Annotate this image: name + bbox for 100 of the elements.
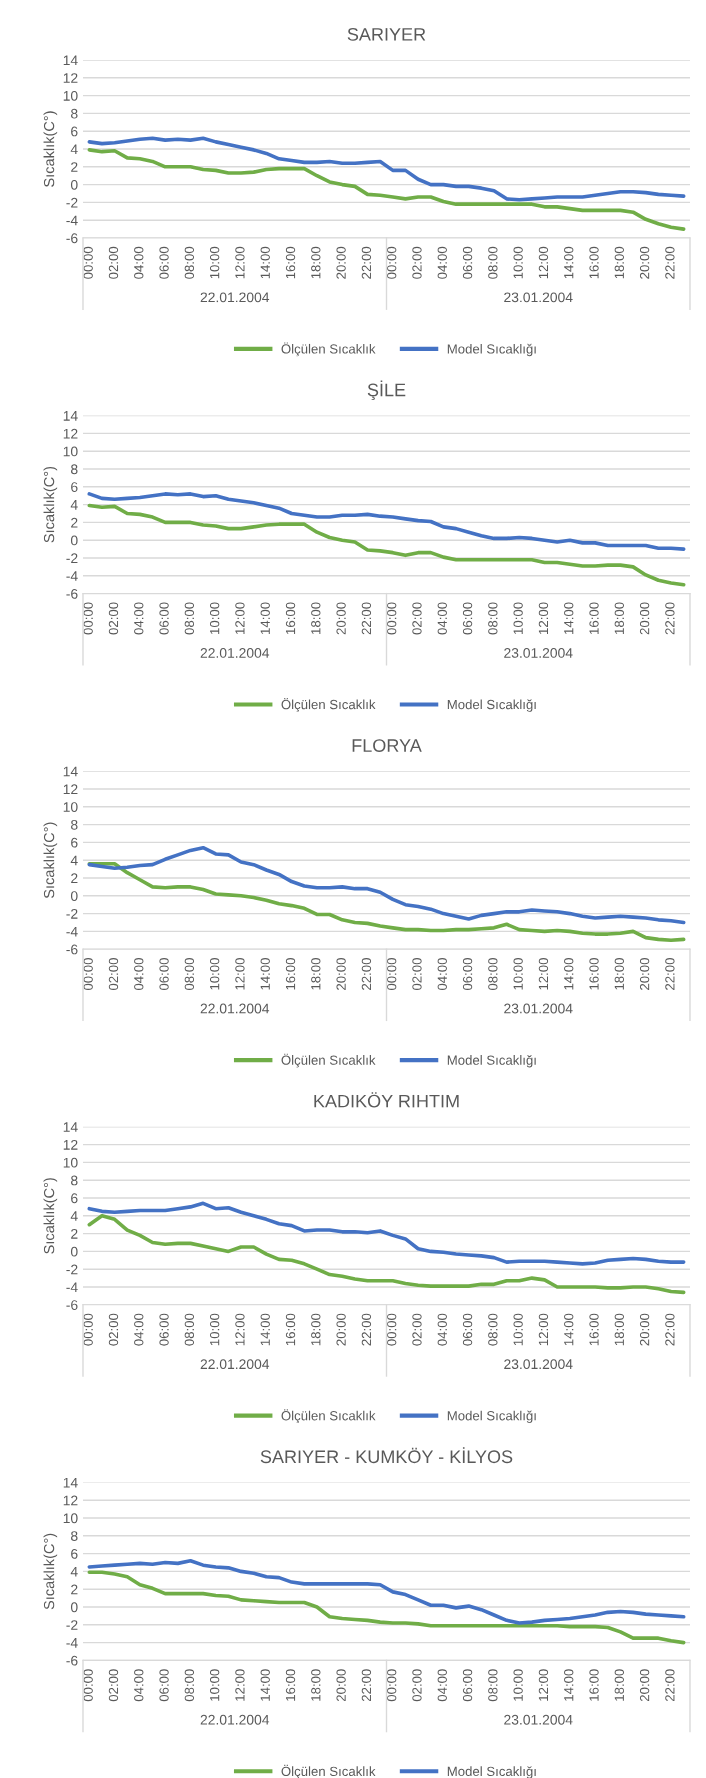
x-tick-label: 06:00: [462, 246, 473, 279]
y-tick-label: 4: [70, 855, 78, 866]
x-tick-label: 08:00: [184, 246, 195, 279]
y-tick-label: -4: [66, 1282, 78, 1293]
x-tick-label: 10:00: [513, 1669, 523, 1701]
x-tick-label: 20:00: [639, 246, 650, 279]
line-series: [87, 1558, 686, 1625]
legend-label: Ölçülen Sıcaklık: [281, 698, 376, 712]
y-tick-label: 2: [71, 1584, 78, 1595]
x-tick-label: 02:00: [108, 1669, 119, 1702]
x-tick-label: 20:00: [639, 958, 650, 990]
text: 22.01.2004: [200, 1003, 270, 1014]
line-series: [87, 503, 686, 587]
y-tick-label: 6: [71, 1193, 78, 1204]
y-tick-label: 8: [71, 819, 78, 830]
y-tick-label: 0: [70, 1602, 78, 1613]
x-tick-label: 06:00: [462, 1313, 473, 1346]
x-tick-label: 20:00: [336, 1669, 346, 1702]
line-series: [87, 1213, 686, 1295]
text: 22.01.2004: [200, 648, 270, 658]
y-axis-title: Sıcaklık(C°): [43, 822, 58, 899]
text: 23.01.2004: [504, 1359, 573, 1370]
x-tick-label: 10:00: [209, 1313, 220, 1346]
y-tick-label: 2: [71, 162, 78, 172]
x-tick-label: 16:00: [285, 958, 296, 990]
y-axis-title: Sıcaklık(C°): [43, 466, 58, 543]
x-tick-label: 22:00: [361, 246, 372, 279]
x-tick-label: 12:00: [235, 602, 245, 634]
y-tick-label: 10: [63, 446, 78, 457]
legend-label: Model Sıcaklığı: [447, 1410, 536, 1424]
chart-title: SARIYER: [347, 27, 426, 41]
x-tick-label: 12:00: [235, 958, 245, 990]
x-tick-label: 04:00: [437, 602, 447, 635]
x-tick-label: 18:00: [311, 958, 321, 990]
x-tick-label: 14:00: [260, 602, 270, 634]
y-tick-label: 8: [71, 108, 78, 119]
x-tick-label: 10:00: [209, 246, 220, 279]
x-tick-label: 18:00: [614, 1313, 624, 1346]
x-tick-label: 00:00: [387, 958, 397, 991]
line-series: [87, 136, 686, 202]
x-tick-label: 14:00: [564, 1313, 574, 1346]
y-tick-label: 14: [63, 411, 78, 421]
x-tick-label: 16:00: [285, 246, 296, 279]
x-tick-label: 08:00: [488, 1313, 498, 1346]
y-tick-label: 14: [63, 766, 78, 777]
legend-label: Ölçülen Sıcaklık: [281, 1053, 376, 1068]
legend-label: Model Sıcaklığı: [447, 1054, 536, 1068]
x-tick-label: 06:00: [462, 1669, 473, 1702]
x-tick-label: 04:00: [134, 602, 144, 635]
y-tick-label: 14: [63, 55, 78, 66]
y-tick-label: 6: [71, 837, 78, 848]
x-tick-label: 02:00: [108, 958, 119, 991]
x-tick-label: 14:00: [260, 958, 270, 990]
x-tick-label: 22:00: [665, 246, 675, 279]
x-tick-label: 16:00: [285, 1669, 296, 1701]
x-tick-label: 12:00: [538, 958, 549, 990]
x-tick-label: 12:00: [235, 1669, 245, 1701]
y-tick-label: 10: [63, 802, 78, 812]
text: 23.01.2004: [504, 292, 573, 303]
x-tick-label: 02:00: [108, 602, 119, 635]
x-tick-label: 00:00: [387, 1669, 397, 1702]
x-tick-label: 14:00: [260, 246, 270, 279]
y-tick-label: 4: [70, 500, 78, 510]
x-tick-label: 12:00: [235, 1313, 245, 1346]
chart-title: SARIYER - KUMKÖY - KİLYOS: [260, 1447, 513, 1464]
x-tick-label: 16:00: [589, 246, 599, 279]
chart-title: ŞİLE: [367, 380, 406, 400]
x-tick-label: 06:00: [159, 1669, 169, 1702]
x-tick-label: 04:00: [437, 1313, 447, 1346]
x-tick-label: 00:00: [387, 246, 397, 279]
line-series: [87, 845, 686, 925]
x-tick-label: 22:00: [361, 958, 372, 990]
x-tick-label: 14:00: [564, 246, 574, 279]
x-tick-label: 18:00: [311, 602, 321, 634]
y-tick-label: -4: [66, 571, 78, 581]
y-tick-label: -6: [66, 1300, 78, 1310]
y-axis-title: Sıcaklık(C°): [43, 1178, 58, 1254]
text: 23.01.2004: [504, 648, 573, 658]
x-tick-label: 22:00: [665, 958, 675, 990]
y-tick-label: -2: [66, 908, 78, 919]
x-tick-label: 10:00: [209, 958, 220, 990]
x-tick-label: 02:00: [108, 246, 119, 279]
x-tick-label: 00:00: [83, 958, 93, 991]
x-tick-label: 06:00: [159, 246, 169, 279]
y-tick-label: 6: [71, 126, 78, 137]
legend-label: Ölçülen Sıcaklık: [281, 1409, 376, 1424]
x-tick-label: 02:00: [412, 246, 422, 279]
chart-title: FLORYA: [352, 739, 422, 752]
x-tick-label: 10:00: [513, 246, 523, 279]
x-tick-label: 12:00: [538, 1669, 549, 1701]
x-tick-label: 08:00: [488, 1669, 498, 1702]
y-tick-label: 10: [63, 1513, 78, 1524]
chart-title: KADIKÖY RIHTIM: [314, 1092, 459, 1108]
x-tick-label: 00:00: [83, 602, 93, 635]
legend-label: Ölçülen Sıcaklık: [281, 342, 376, 357]
y-tick-label: 14: [63, 1477, 78, 1488]
x-tick-label: 22:00: [665, 602, 675, 635]
x-tick-label: 16:00: [589, 602, 599, 634]
x-tick-label: 14:00: [564, 958, 574, 990]
x-tick-label: 08:00: [184, 1669, 195, 1702]
